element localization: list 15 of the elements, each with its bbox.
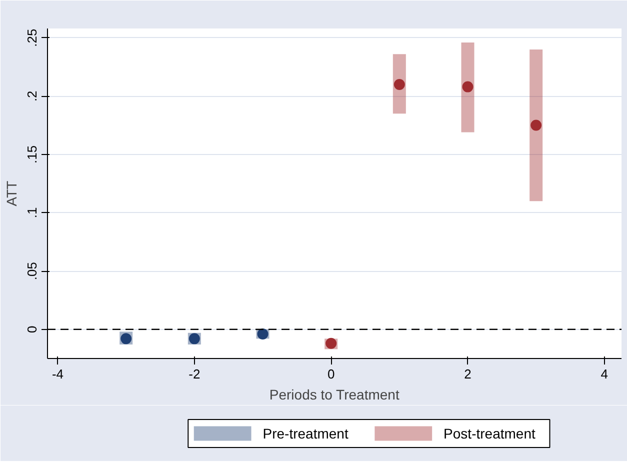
- x-tick-label: 0: [327, 366, 335, 382]
- legend-label: Pre-treatment: [262, 426, 348, 442]
- x-axis-title: Periods to Treatment: [269, 386, 400, 402]
- x-tick-label: 2: [464, 366, 472, 382]
- x-tick-label: 4: [600, 366, 608, 382]
- x-tick-label: -4: [52, 366, 64, 382]
- y-tick-label: 0: [24, 326, 40, 333]
- legend-label: Post-treatment: [444, 426, 536, 442]
- y-tick-label: .1: [24, 207, 40, 218]
- y-tick-label: .2: [24, 90, 40, 102]
- y-tick-label: .25: [24, 28, 40, 47]
- x-tick-label: -2: [188, 366, 200, 382]
- y-axis-title: ATT: [4, 180, 20, 206]
- y-tick-label: .05: [24, 262, 40, 280]
- y-tick-label: .15: [24, 145, 40, 164]
